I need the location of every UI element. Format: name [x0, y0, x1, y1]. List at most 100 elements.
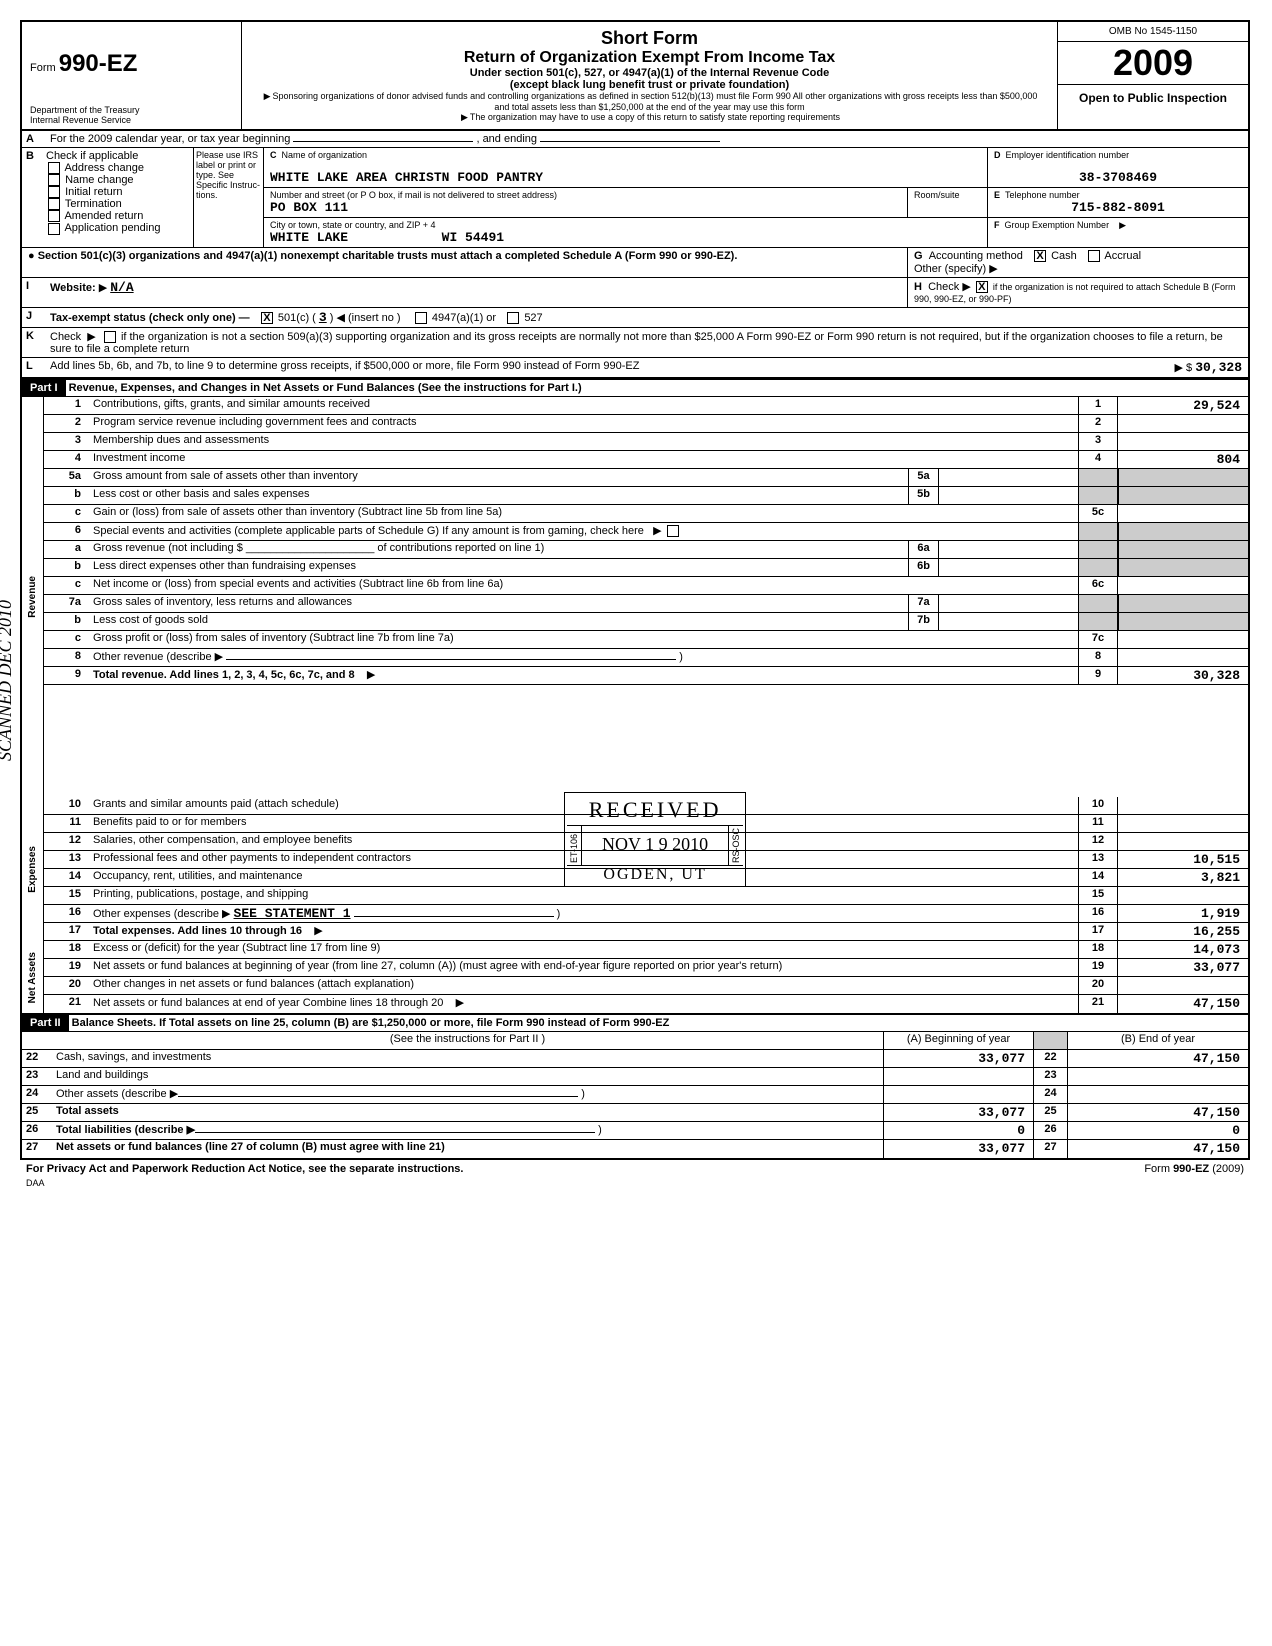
line16-text: Other expenses (describe ▶ SEE STATEMENT… [89, 905, 1078, 922]
line1-text: Contributions, gifts, grants, and simila… [89, 397, 1078, 414]
addr-label: Number and street (or P O box, if mail i… [270, 190, 901, 200]
line3-text: Membership dues and assessments [89, 433, 1078, 450]
line14-val: 3,821 [1118, 869, 1248, 886]
line23-a [883, 1068, 1033, 1085]
line18-text: Excess or (deficit) for the year (Subtra… [89, 941, 1078, 958]
g-label: Accounting method [929, 250, 1023, 262]
part1-label: Part I [22, 380, 66, 396]
line27-text: Net assets or fund balances (line 27 of … [52, 1140, 883, 1158]
g-other: Other (specify) ▶ [914, 262, 1242, 275]
line22-text: Cash, savings, and investments [52, 1050, 883, 1067]
h-checkbox[interactable] [976, 281, 988, 293]
line6c-val [1118, 577, 1248, 594]
line25-b: 47,150 [1068, 1104, 1248, 1121]
line22-b: 47,150 [1068, 1050, 1248, 1067]
line23-text: Land and buildings [52, 1068, 883, 1085]
b-opt-name: Name change [46, 174, 191, 186]
part2-title: Balance Sheets. If Total assets on line … [72, 1017, 670, 1029]
line10-val [1118, 797, 1248, 814]
line2-text: Program service revenue including govern… [89, 415, 1078, 432]
section-501c3-note: ● Section 501(c)(3) organizations and 49… [28, 250, 737, 262]
line15-val [1118, 887, 1248, 904]
line26-text: Total liabilities (describe ▶ ) [52, 1122, 883, 1139]
label-k: K [22, 328, 44, 357]
j-label: Tax-exempt status (check only one) — [50, 312, 250, 324]
phone: 715-882-8091 [994, 200, 1242, 215]
j-527-checkbox[interactable] [507, 312, 519, 324]
city-label: City or town, state or country, and ZIP … [270, 220, 981, 230]
j-4947-checkbox[interactable] [415, 312, 427, 324]
line4-val: 804 [1118, 451, 1248, 468]
label-b: B [22, 148, 44, 247]
side-netassets: Net Assets [27, 952, 38, 1003]
line25-text: Total assets [52, 1104, 883, 1121]
k-text: if the organization is not a section 509… [50, 331, 1223, 355]
org-name: WHITE LAKE AREA CHRISTN FOOD PANTRY [270, 170, 981, 185]
line19-val: 33,077 [1118, 959, 1248, 976]
label-l: L [22, 358, 44, 377]
footer-daa: DAA [20, 1178, 1252, 1188]
line9-text: Total revenue. Add lines 1, 2, 3, 4, 5c,… [89, 667, 1078, 684]
line3-val [1118, 433, 1248, 450]
g-accrual-checkbox[interactable] [1088, 250, 1100, 262]
org-city: WHITE LAKE [270, 230, 348, 245]
col-a-header: (A) Beginning of year [883, 1032, 1033, 1049]
part2-instr: (See the instructions for Part II ) [52, 1032, 883, 1049]
line16-stmt: SEE STATEMENT 1 [234, 906, 351, 921]
b-opt-address: Address change [46, 162, 191, 174]
open-public: Open to Public Inspection [1058, 85, 1248, 111]
line5c-val [1118, 505, 1248, 522]
i-label: Website: [50, 282, 96, 294]
form-header: Form 990-EZ Department of the TreasuryIn… [22, 22, 1248, 131]
line20-text: Other changes in net assets or fund bala… [89, 977, 1078, 994]
footer-privacy: For Privacy Act and Paperwork Reduction … [26, 1163, 463, 1175]
form-number: 990-EZ [59, 50, 138, 77]
line22-a: 33,077 [883, 1050, 1033, 1067]
line6-gaming-checkbox[interactable] [667, 525, 679, 537]
form-label: Form [30, 62, 56, 74]
label-j: J [22, 308, 44, 327]
line26-b: 0 [1068, 1122, 1248, 1139]
line1-val: 29,524 [1118, 397, 1248, 414]
b-opt-app: Application pending [46, 222, 191, 234]
dept-treasury: Department of the TreasuryInternal Reven… [30, 105, 140, 125]
b-instructions: Please use IRS label or print or type. S… [194, 148, 264, 247]
footer-form: Form 990-EZ (2009) [1144, 1163, 1244, 1175]
line6b-text: Less direct expenses other than fundrais… [89, 559, 908, 576]
f-label: Group Exemption Number [1005, 220, 1110, 230]
subtitle-section: Under section 501(c), 527, or 4947(a)(1)… [254, 67, 1045, 79]
org-address: PO BOX 111 [270, 200, 901, 215]
note-sponsoring: Sponsoring organizations of donor advise… [254, 91, 1045, 112]
line7c-text: Gross profit or (loss) from sales of inv… [89, 631, 1078, 648]
k-checkbox[interactable] [104, 331, 116, 343]
part1-title: Revenue, Expenses, and Changes in Net As… [69, 382, 582, 394]
line23-b [1068, 1068, 1248, 1085]
line17-text: Total expenses. Add lines 10 through 16 … [89, 923, 1078, 940]
l-value: 30,328 [1195, 360, 1242, 375]
l-text: Add lines 5b, 6b, and 7b, to line 9 to d… [50, 360, 639, 372]
c-label: Name of organization [282, 150, 368, 160]
line21-val: 47,150 [1118, 995, 1248, 1013]
part2-label: Part II [22, 1015, 69, 1031]
a-text: For the 2009 calendar year, or tax year … [50, 133, 290, 145]
line16-val: 1,919 [1118, 905, 1248, 922]
line21-text: Net assets or fund balances at end of ye… [89, 995, 1078, 1013]
line6-text: Special events and activities (complete … [89, 523, 1078, 540]
label-a: A [22, 131, 44, 147]
line4-text: Investment income [89, 451, 1078, 468]
label-i: I [22, 278, 44, 307]
g-cash-checkbox[interactable] [1034, 250, 1046, 262]
line19-text: Net assets or fund balances at beginning… [89, 959, 1078, 976]
line8-val [1118, 649, 1248, 666]
line13-val: 10,515 [1118, 851, 1248, 868]
line24-text: Other assets (describe ▶ ) [52, 1086, 883, 1103]
note-copy: The organization may have to use a copy … [254, 112, 1045, 123]
title-return: Return of Organization Exempt From Incom… [254, 49, 1045, 67]
omb-number: OMB No 1545-1150 [1058, 22, 1248, 42]
j-501c-checkbox[interactable] [261, 312, 273, 324]
line18-val: 14,073 [1118, 941, 1248, 958]
line27-a: 33,077 [883, 1140, 1033, 1158]
line11-val [1118, 815, 1248, 832]
line17-val: 16,255 [1118, 923, 1248, 940]
line24-b [1068, 1086, 1248, 1103]
